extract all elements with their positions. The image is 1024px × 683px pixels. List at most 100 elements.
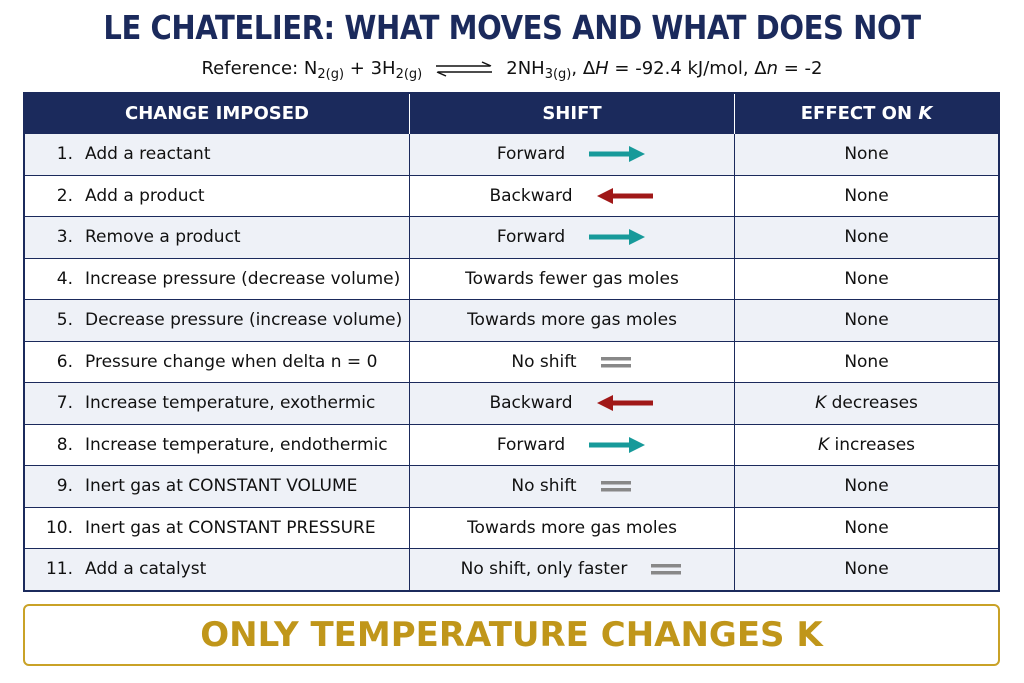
number: 10. [45, 517, 73, 538]
shift: Towards fewer gas moles [465, 268, 679, 289]
table-cell: K increases [734, 423, 1000, 466]
text: increases [829, 434, 916, 455]
shift: Towards more gas moles [467, 517, 677, 538]
number: 8. [56, 434, 73, 455]
path [629, 436, 646, 453]
table-cell: 6. Pressure change when delta n = 0 [23, 340, 410, 383]
change: Inert gas at CONSTANT VOLUME [85, 476, 358, 497]
table-row: 1. Add a reactant Forward None [23, 133, 1000, 176]
reference: Reference: N2(g) + 3H2(g) 2NH3(g), ΔH = -… [0, 58, 1024, 82]
reference: 2NH [506, 58, 545, 79]
number: 5. [56, 310, 73, 331]
table-row: 9. Inert gas at CONSTANT VOLUME No shift No… [23, 465, 1000, 508]
table-row: 11. Add a catalyst No shift, only faster No… [23, 548, 1000, 591]
table-cell: 2. Add a product [23, 174, 410, 217]
reference: + 3H [344, 58, 396, 79]
effect: None [844, 559, 889, 580]
table-cell: 9. Inert gas at CONSTANT VOLUME [23, 465, 410, 508]
shift-icon [589, 436, 646, 453]
shift-icon [651, 564, 682, 575]
table-cell: None [734, 174, 1000, 217]
table-cell: None [734, 133, 1000, 176]
shift: No shift [511, 476, 577, 497]
change: Increase temperature, endothermic [85, 434, 388, 455]
table-row: 7. Increase temperature, exothermic Backwa… [23, 382, 1000, 425]
change: Remove a product [85, 227, 241, 248]
table-cell: Towards more gas moles [409, 299, 735, 342]
effect: None [844, 351, 889, 372]
path [596, 395, 613, 412]
table-cell: No shift, only faster [409, 548, 735, 591]
thead: CHANGE IMPOSED SHIFT EFFECT ON K [24, 93, 1000, 134]
table-cell: 11. Add a catalyst [23, 548, 410, 591]
number: 3. [56, 227, 73, 248]
effect: None [844, 310, 889, 331]
symbol: K [815, 393, 827, 414]
reference: 2(g) [395, 67, 423, 82]
table-cell: 10. Inert gas at CONSTANT PRESSURE [23, 506, 410, 549]
reference: = -2 [778, 58, 823, 79]
table-cell: None [734, 548, 1000, 591]
table-cell: Backward [409, 174, 735, 217]
table-cell: 8. Increase temperature, endothermic [23, 423, 410, 466]
effect: None [844, 144, 889, 165]
table-row: 5. Decrease pressure (increase volume) Tow… [23, 299, 1000, 342]
footer: ONLY TEMPERATURE CHANGES K [23, 604, 1000, 666]
number: 1. [56, 144, 73, 165]
table-cell: K decreases [734, 382, 1000, 425]
change: Inert gas at CONSTANT PRESSURE [85, 517, 376, 538]
table-row: 2. Add a product Backward None [23, 174, 1000, 217]
table-cell: None [734, 257, 1000, 300]
reference: H [595, 58, 609, 79]
reference: 3(g) [544, 67, 572, 82]
shift: Forward [496, 434, 566, 455]
table-cell: Backward [409, 382, 735, 425]
change: Add a catalyst [85, 559, 207, 580]
table-cell: 7. Increase temperature, exothermic [23, 382, 410, 425]
table-cell: 3. Remove a product [23, 216, 410, 259]
shift-icon [596, 187, 653, 204]
table-cell: None [734, 506, 1000, 549]
title: LE CHATELIER: WHAT MOVES AND WHAT DOES N… [103, 8, 921, 47]
effect: None [844, 185, 889, 206]
shift: No shift [511, 351, 577, 372]
reference: = -92.4 kJ/mol, Δ [608, 58, 767, 79]
path [481, 61, 492, 67]
table-cell: Forward [409, 423, 735, 466]
change: Increase temperature, exothermic [85, 393, 376, 414]
reference: , Δ [571, 58, 596, 79]
table-row: 8. Increase temperature, endothermic Forwa… [23, 423, 1000, 466]
table-cell: No shift [409, 340, 735, 383]
reference: 2(g) [317, 67, 345, 82]
path [629, 229, 646, 246]
rect [600, 363, 631, 368]
rect [600, 488, 631, 492]
shift: No shift, only faster [460, 559, 628, 580]
shift-icon [596, 395, 653, 412]
shift-icon [589, 229, 646, 246]
number: 7. [56, 393, 73, 414]
table-cell: Towards fewer gas moles [409, 257, 735, 300]
number: 4. [56, 268, 73, 289]
table-cell: None [734, 299, 1000, 342]
table-row: 3. Remove a product Forward None [23, 216, 1000, 259]
shift: Forward [496, 227, 566, 248]
table-cell: 4. Increase pressure (decrease volume) [23, 257, 410, 300]
number: 11. [45, 559, 73, 580]
table-cell: Forward [409, 216, 735, 259]
number: 9. [56, 476, 73, 497]
change: Add a product [85, 185, 205, 206]
columns: CHANGE IMPOSED [24, 93, 410, 134]
shift: Towards more gas moles [467, 310, 677, 331]
change: Decrease pressure (increase volume) [85, 310, 403, 331]
table-cell: 5. Decrease pressure (increase volume) [23, 299, 410, 342]
table-row: CHANGE IMPOSED SHIFT EFFECT ON K [24, 93, 1000, 134]
change: Increase pressure (decrease volume) [85, 268, 401, 289]
effect: None [844, 476, 889, 497]
equilibrium-arrow [436, 61, 493, 77]
table-cell: 1. Add a reactant [23, 133, 410, 176]
effect: None [844, 268, 889, 289]
table-row: 10. Inert gas at CONSTANT PRESSURE Towards… [23, 506, 1000, 549]
path [436, 71, 447, 77]
